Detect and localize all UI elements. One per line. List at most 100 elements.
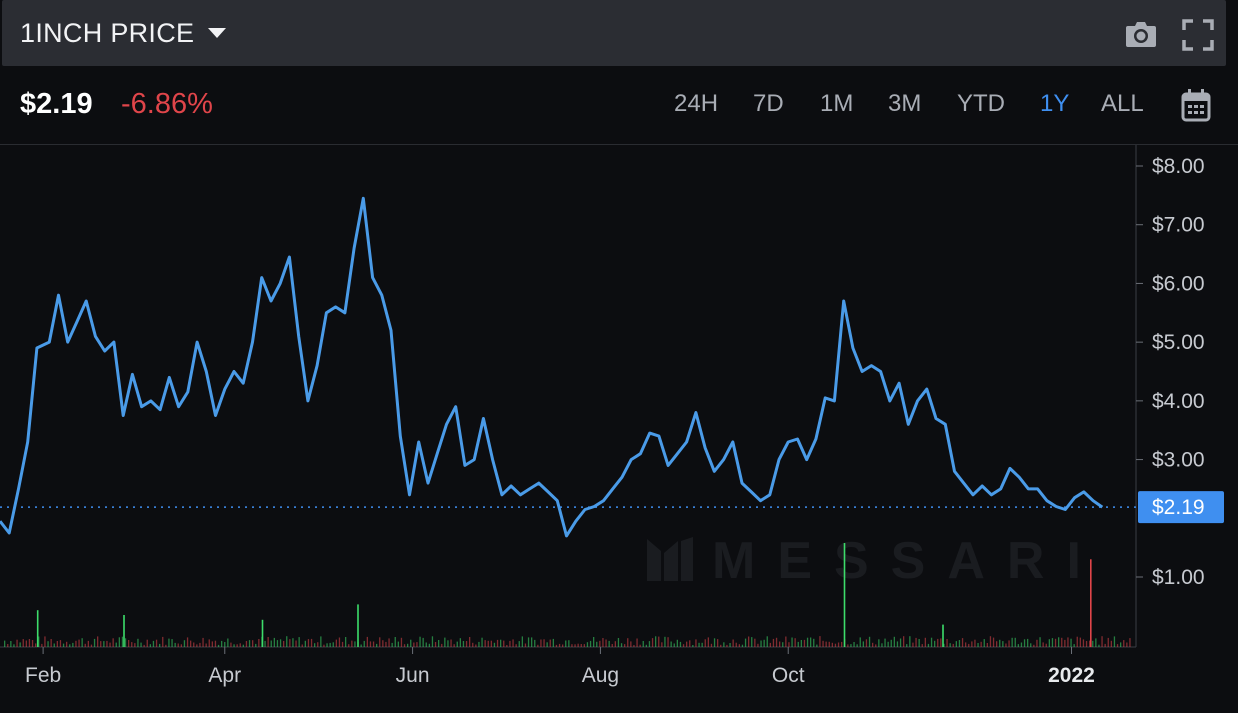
range-button-7d[interactable]: 7D <box>753 90 784 117</box>
volume-bar <box>481 637 483 647</box>
volume-bar <box>407 643 409 647</box>
volume-bar <box>881 643 883 647</box>
volume-bar <box>751 637 753 647</box>
volume-bar <box>577 643 579 647</box>
volume-bar <box>1076 636 1078 647</box>
y-tick-label: $3.00 <box>1152 449 1205 472</box>
volume-bar <box>717 639 719 647</box>
volume-bar <box>884 638 886 647</box>
volume-bar <box>230 642 232 647</box>
volume-bar <box>1110 640 1112 647</box>
volume-bar <box>155 639 158 647</box>
volume-bar <box>382 640 384 647</box>
volume-bar <box>580 644 582 647</box>
volume-bar <box>617 638 620 647</box>
range-button-ytd[interactable]: YTD <box>957 90 1005 117</box>
volume-bar <box>1126 642 1128 647</box>
volume-bar <box>75 640 77 647</box>
volume-bar <box>478 641 480 647</box>
volume-bar <box>146 639 148 647</box>
volume-bar <box>859 637 861 647</box>
volume-bar <box>806 637 809 647</box>
volume-bar <box>608 640 610 647</box>
range-button-3m[interactable]: 3M <box>888 90 922 117</box>
calendar-icon[interactable] <box>1181 88 1211 122</box>
fullscreen-icon[interactable] <box>1182 19 1214 51</box>
volume-bar <box>868 636 871 647</box>
volume-bar <box>937 638 939 647</box>
volume-bar <box>555 644 558 647</box>
volume-bar <box>509 640 511 647</box>
volume-bar <box>977 643 979 647</box>
volume-bar <box>62 643 65 647</box>
volume-bar <box>648 641 651 647</box>
volume-bar <box>128 640 130 647</box>
volume-bar <box>472 642 474 647</box>
volume-bar <box>655 636 657 647</box>
volume-bar <box>441 643 443 647</box>
last-price-tag: $2.19 <box>1138 491 1224 524</box>
y-tick-label: $6.00 <box>1152 272 1205 295</box>
volume-bar <box>531 637 533 647</box>
volume-bar <box>850 644 852 647</box>
caret-down-icon <box>208 28 227 38</box>
volume-bar <box>397 641 399 647</box>
volume-bar <box>1123 640 1125 647</box>
volume-bar <box>679 641 682 647</box>
volume-bar <box>41 643 43 647</box>
volume-bar <box>596 641 598 647</box>
volume-bar <box>952 643 954 647</box>
volume-bar <box>1005 643 1007 647</box>
range-button-all[interactable]: ALL <box>1101 90 1144 117</box>
volume-bar <box>1011 637 1013 647</box>
volume-bar <box>968 643 970 647</box>
volume-bar <box>1017 644 1019 647</box>
volume-bar <box>422 637 424 647</box>
y-tick-label: $8.00 <box>1152 155 1205 178</box>
volume-bar <box>1054 638 1057 647</box>
volume-bar <box>1039 637 1041 647</box>
volume-bar <box>664 636 666 647</box>
volume-bar <box>292 638 294 647</box>
y-tick-label: $7.00 <box>1152 214 1205 237</box>
volume-bar <box>946 639 948 647</box>
current-price: $2.19 <box>20 88 93 120</box>
volume-bar <box>723 642 725 647</box>
camera-icon[interactable] <box>1124 19 1158 49</box>
volume-bar <box>915 637 917 647</box>
volume-bar <box>775 637 778 647</box>
volume-bar <box>586 642 589 647</box>
volume-bar <box>137 638 139 647</box>
volume-bar <box>627 638 629 647</box>
price-chart[interactable]: MESSARI $1.00 $3.00 $4.00 $5.00 $6.00 $7.00 $8… <box>0 145 1238 708</box>
y-tick-label: $4.00 <box>1152 390 1205 413</box>
volume-bar <box>568 640 570 647</box>
volume-bar <box>828 641 830 647</box>
volume-bar <box>961 638 964 647</box>
volume-bar <box>320 636 322 647</box>
volume-bar <box>388 638 390 647</box>
volume-bar <box>255 643 257 647</box>
range-button-1m[interactable]: 1M <box>820 90 854 117</box>
range-button-24h[interactable]: 24H <box>674 90 719 117</box>
volume-bar <box>363 640 365 647</box>
volume-bar <box>1104 643 1106 647</box>
volume-bar <box>444 637 446 647</box>
volume-bar <box>459 638 461 647</box>
volume-bar <box>599 640 601 647</box>
volume-bar <box>248 640 251 647</box>
range-button-1y[interactable]: 1Y <box>1040 90 1070 117</box>
volume-bar <box>124 638 127 647</box>
volume-bar <box>462 641 465 647</box>
volume-bar <box>992 637 995 647</box>
volume-bar <box>813 638 815 647</box>
volume-bar <box>131 642 133 647</box>
volume-bar <box>524 643 527 647</box>
asset-metric-dropdown[interactable]: 1INCH PRICE <box>20 16 227 50</box>
volume-bar <box>732 639 734 647</box>
volume-bar <box>245 641 248 647</box>
volume-bar <box>921 644 923 647</box>
volume-bar <box>534 639 536 647</box>
volume-bar <box>152 640 155 647</box>
volume-bar <box>50 639 52 647</box>
